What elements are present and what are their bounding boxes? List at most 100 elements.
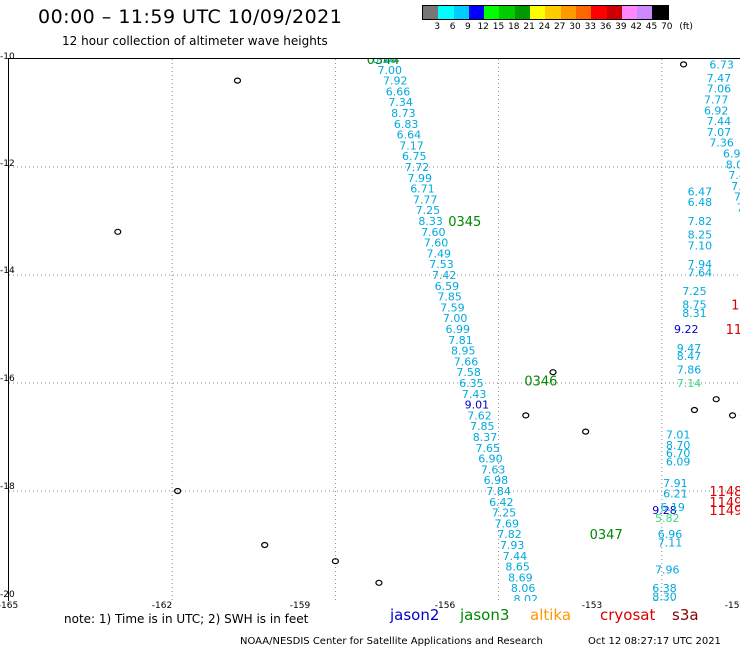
swh-value: 7.64 [688,266,713,279]
wave-height-map: 6.267.007.926.667.348.736.836.647.176.75… [9,59,740,601]
scale-label: 27 [553,22,566,32]
swh-value: 7.43 [462,388,487,401]
swh-value: 7.94 [688,258,713,271]
swh-value: 7.82 [497,528,522,541]
swh-value: 7.59 [440,301,465,314]
island-outline [114,228,122,235]
swh-value: 6.70 [666,447,691,460]
swh-value: 6.26 [372,59,397,66]
swh-value: 8.65 [505,561,530,574]
scale-label: 9 [465,22,471,32]
island-outline [679,61,688,68]
page-title: 00:00 – 11:59 UTC 10/09/2021 [38,6,343,28]
scale-label: 33 [584,22,597,32]
scale-label: 70 [661,22,673,32]
swh-value: 7.92 [383,75,408,88]
island-outline [233,77,242,84]
swh-value: 7.86 [677,364,702,377]
swh-value: 6.09 [666,455,691,468]
swh-value: 7.41 [652,598,677,601]
swh-value: 6.59 [435,280,460,293]
scale-label: 12 [477,22,489,32]
swh-value: 6.64 [397,129,422,142]
scale-swatch [652,6,668,19]
swh-value: 7.69 [495,517,520,530]
swh-value: 8.06 [511,582,536,595]
lon-label: -165 [0,601,19,611]
island-outline [522,412,530,419]
scale-swatch [499,6,515,19]
legend-note: note: 1) Time is in UTC; 2) SWH is in fe… [64,612,309,626]
swh-value: 7.77 [704,94,729,107]
swh-value: 6.19 [660,501,685,514]
scale-label: 39 [615,22,627,32]
swh-value: 8.06 [726,158,740,171]
scale-swatch [621,6,638,19]
swh-value: 7.34 [388,96,413,109]
scale-label: 42 [630,22,642,32]
swh-value: 8.30 [652,590,677,601]
swh-value: 6.38 [652,582,677,595]
swh-value: 7.84 [486,485,511,498]
pass-time-label: 1149 [709,496,740,511]
swh-value: 6.48 [688,196,713,209]
scale-label: 36 [599,22,612,32]
lat-label: -12 [0,159,15,169]
swh-value: 8.73 [391,107,416,120]
scale-swatch [560,6,576,19]
swh-value: 6.21 [663,488,688,501]
swh-value: 7.77 [413,193,438,206]
island-outline [712,396,720,403]
scale-swatch [591,6,607,19]
island-outline [331,558,339,565]
swh-value: 8.75 [682,299,707,312]
lat-label: -14 [0,266,15,276]
swh-value: 6.42 [489,496,514,509]
island-outline [375,579,383,586]
swh-value: 6.83 [394,118,419,131]
island-outline [174,487,182,495]
swh-value: 7.01 [666,428,691,441]
swh-value: 8.25 [688,229,713,242]
scale-swatch [423,6,439,19]
swh-value: 7.91 [663,477,688,490]
swh-value: 7.25 [416,204,441,217]
swh-value: 9.01 [465,399,490,412]
swh-value: 7.11 [658,536,683,549]
swh-value: 7.66 [454,355,479,368]
pass-time-label: 1148 [731,299,740,314]
swh-value: 7.50 [734,191,740,204]
swh-value: 7.06 [707,83,732,96]
swh-value: 8.70 [666,439,691,452]
swh-value: 7.25 [682,285,707,298]
swh-value: 7.10 [688,239,713,252]
lat-label: -10 [0,52,15,62]
swh-value: 7.25 [492,507,517,520]
swh-value: 7.60 [424,237,449,250]
pass-time-label: 0344 [367,59,400,68]
pass-time-label: 0346 [524,374,557,389]
swh-value: 7.47 [707,72,732,85]
swh-value: 7.81 [448,334,473,347]
swh-value: 6.35 [459,377,484,390]
pass-time-label: 0347 [590,528,623,543]
legend-cryosat: cryosat [600,606,656,624]
legend-jason3: jason3 [460,606,510,624]
swh-value: 7.17 [399,139,424,152]
island-outline [261,541,269,549]
swh-value: 7.72 [405,161,430,174]
scale-swatch [484,6,500,19]
swh-value: 6.98 [484,474,509,487]
swh-value: 6.66 [386,85,411,98]
swh-value: 7.85 [437,291,462,304]
scale-label: 24 [538,22,551,32]
swh-value: 7.14 [677,377,702,390]
scale-swatch [575,6,592,19]
pass-time-label: 1148 [709,485,740,500]
swh-value: 9.28 [652,504,677,517]
pass-time-label: 1148 [726,323,740,338]
scale-swatch [545,6,561,19]
swh-value: 7.36 [709,137,734,150]
scale-label: 18 [508,22,520,32]
page-subtitle: 12 hour collection of altimeter wave hei… [62,34,328,48]
